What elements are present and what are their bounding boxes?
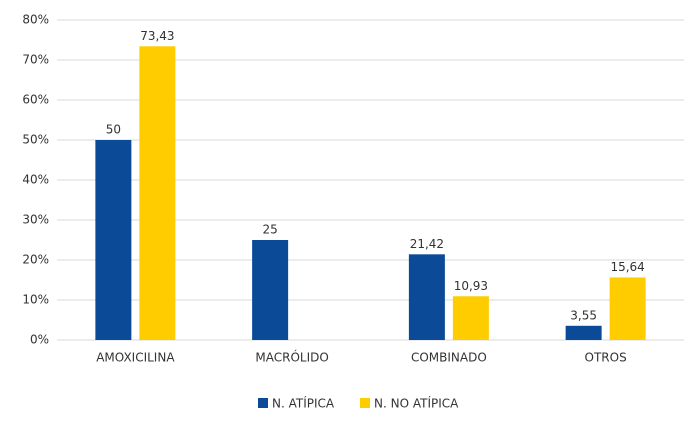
value-label: 50 [106,123,121,137]
y-tick-label: 20% [22,253,49,267]
y-tick-label: 80% [22,13,49,27]
bar [452,296,489,340]
bar [95,140,132,340]
value-label: 21,42 [410,237,444,251]
value-label: 73,43 [140,29,174,43]
y-tick-label: 0% [30,333,49,347]
legend-label: N. NO ATÍPICA [374,396,459,411]
x-tick-label: OTROS [585,351,627,365]
x-tick-label: AMOXICILINA [96,351,175,365]
bar [609,277,646,340]
y-tick-label: 10% [22,293,49,307]
value-label: 10,93 [454,279,488,293]
y-tick-label: 70% [22,53,49,67]
legend-swatch [360,398,370,408]
x-tick-label: COMBINADO [411,351,487,365]
bar [565,325,602,340]
legend-swatch [258,398,268,408]
value-label: 25 [262,223,277,237]
legend-label: N. ATÍPICA [272,396,335,411]
bar [252,240,289,340]
bar [408,254,445,340]
y-tick-label: 30% [22,213,49,227]
bar [139,46,176,340]
y-tick-label: 50% [22,133,49,147]
value-label: 3,55 [570,308,597,322]
value-label: 15,64 [610,260,644,274]
x-tick-label: MACRÓLIDO [255,350,328,365]
y-tick-label: 40% [22,173,49,187]
y-tick-label: 60% [22,93,49,107]
